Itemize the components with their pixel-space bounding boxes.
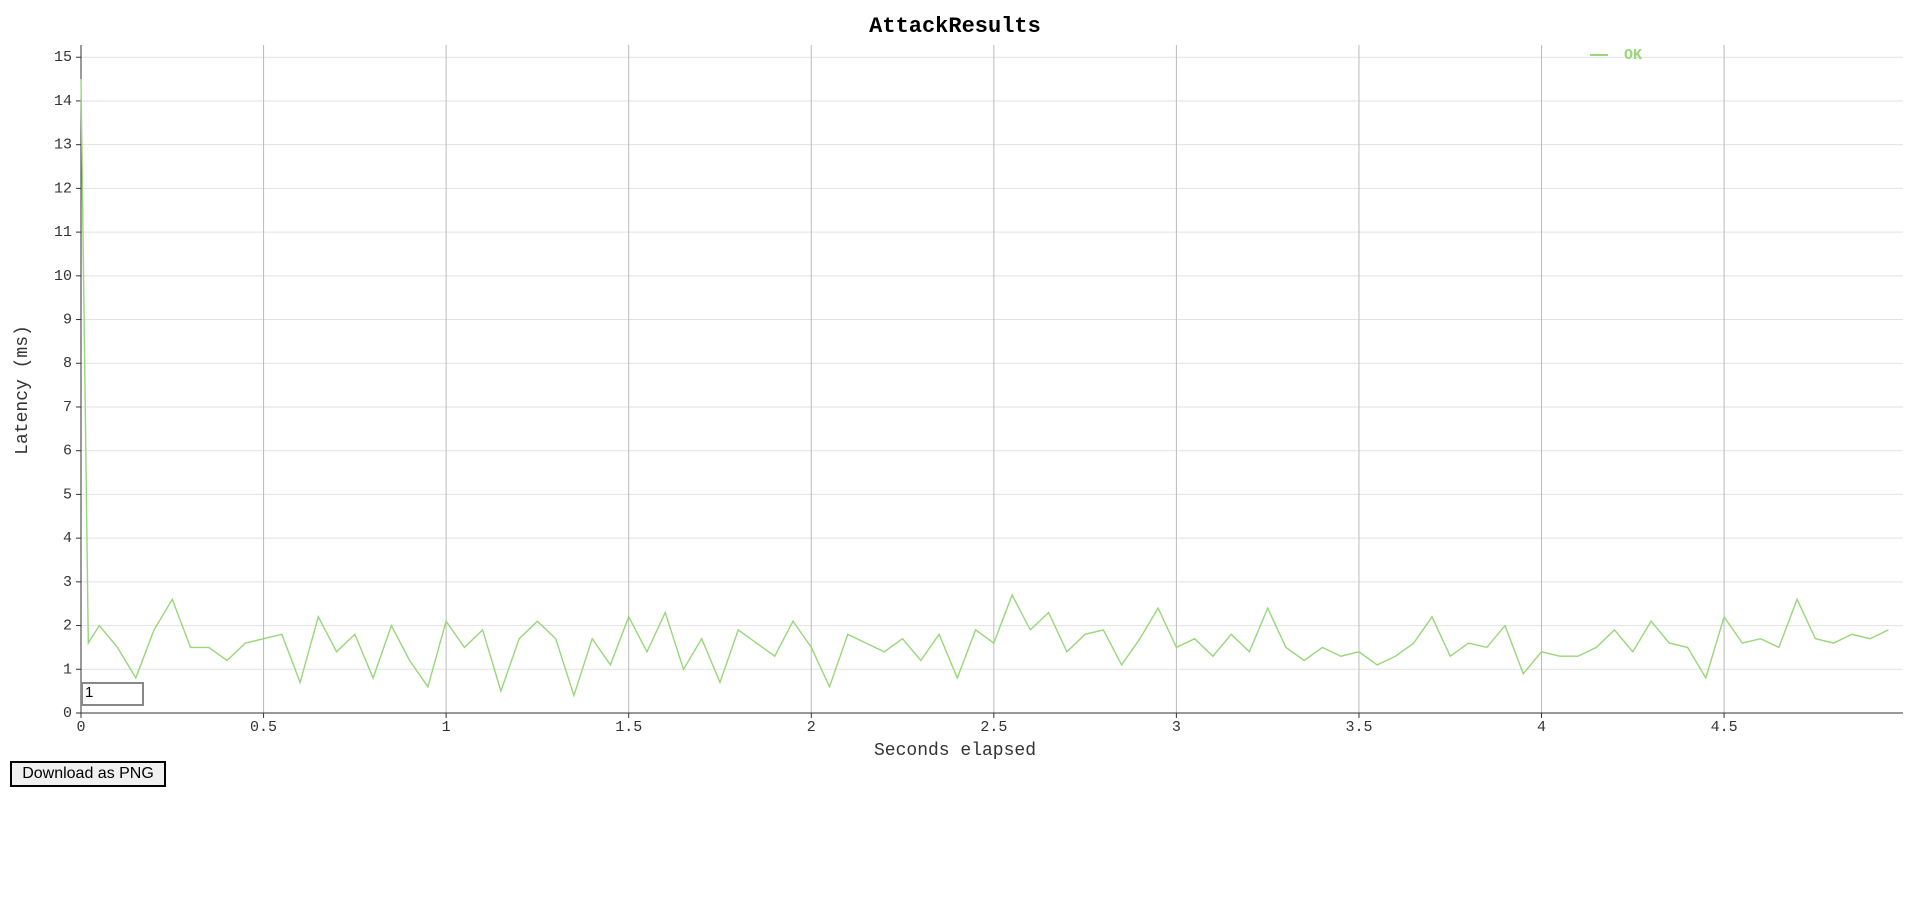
chart-title: AttackResults (869, 14, 1041, 39)
y-tick-label: 11 (54, 224, 72, 241)
y-tick-label: 3 (63, 574, 72, 591)
roll-period-input[interactable]: 1 (81, 682, 144, 706)
y-tick-label: 10 (54, 268, 72, 285)
x-tick-label: 1 (442, 719, 451, 736)
y-tick-label: 8 (63, 355, 72, 372)
y-axis-label: Latency (ms) (13, 325, 33, 455)
x-tick-label: 2 (807, 719, 816, 736)
y-tick-label: 5 (63, 486, 72, 503)
x-tick-label: 0.5 (250, 719, 277, 736)
y-tick-label: 9 (63, 312, 72, 329)
y-tick-label: 15 (54, 49, 72, 66)
y-tick-label: 7 (63, 399, 72, 416)
y-tick-label: 2 (63, 618, 72, 635)
series-line (80, 79, 1889, 698)
x-tick-label: 2.5 (980, 719, 1007, 736)
y-tick-label: 0 (63, 705, 72, 722)
x-tick-label: 3 (1172, 719, 1181, 736)
y-tick-label: 13 (54, 137, 72, 154)
y-tick-label: 6 (63, 443, 72, 460)
x-tick-label: 4 (1537, 719, 1546, 736)
y-tick-label: 1 (63, 661, 72, 678)
x-tick-label: 1.5 (615, 719, 642, 736)
y-tick-label: 4 (63, 530, 72, 547)
legend-label: OK (1624, 47, 1642, 64)
download-button[interactable]: Download as PNG (10, 761, 166, 787)
x-tick-label: 0 (76, 719, 85, 736)
y-tick-label: 14 (54, 93, 72, 110)
x-tick-label: 3.5 (1345, 719, 1372, 736)
chart: AttackResults Seconds elapsed Latency (m… (13, 14, 1903, 761)
y-tick-label: 12 (54, 180, 72, 197)
x-axis-label: Seconds elapsed (874, 741, 1036, 761)
x-tick-label: 4.5 (1711, 719, 1738, 736)
